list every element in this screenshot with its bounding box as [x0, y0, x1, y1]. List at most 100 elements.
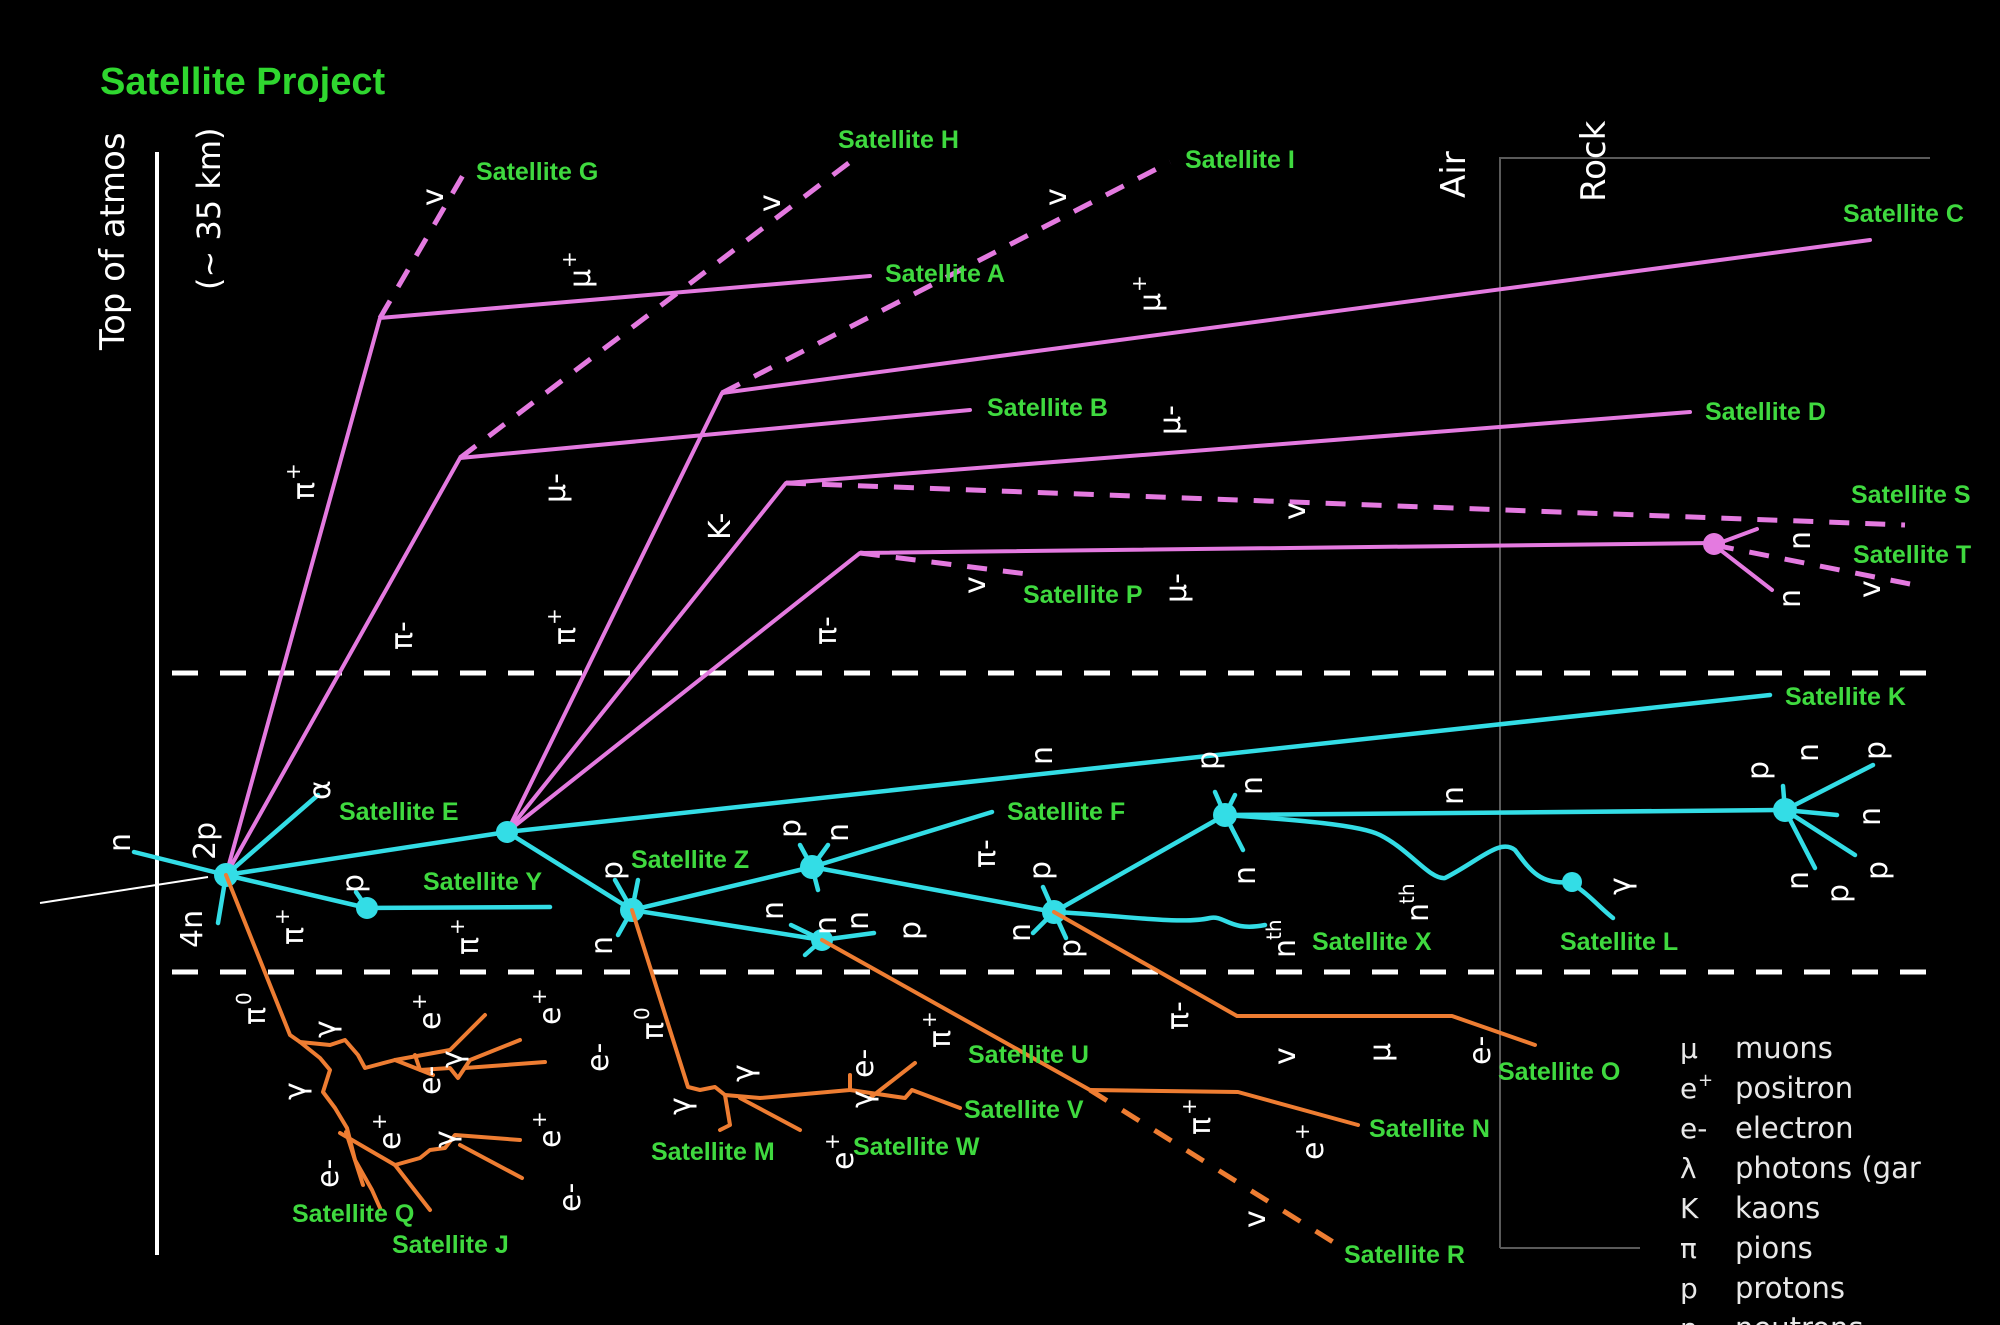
nu-label: v [1278, 502, 1313, 520]
e-minus-label: e- [1463, 1036, 1498, 1065]
nu-label: v [753, 194, 788, 212]
svg-text:+: + [367, 1113, 391, 1130]
p-label: p [1860, 861, 1895, 880]
legend-symbol-superscript: + [1698, 1070, 1713, 1091]
vertex-far-right [1773, 798, 1797, 822]
pi-minus-label: π- [968, 839, 1003, 868]
svg-text:th: th [1262, 919, 1286, 940]
track-to-satellite-u [868, 1061, 917, 1100]
svg-text:+: + [1127, 275, 1151, 292]
svg-text:+: + [917, 1011, 941, 1028]
e-plus-label: e+ [527, 988, 568, 1025]
vertex-satellite-l [1562, 872, 1582, 892]
legend-item: μ muons [1680, 1031, 1833, 1065]
satellite-t-label: Satellite T [1853, 541, 1971, 569]
satellite-z-label: Satellite Z [631, 846, 749, 874]
svg-text:+: + [542, 608, 566, 625]
n-label: n [1781, 871, 1816, 890]
satellite-j-label: Satellite J [392, 1231, 509, 1259]
legend-item: λ photons (gar [1680, 1151, 1921, 1185]
pi-minus-label: π- [1161, 1001, 1196, 1030]
four-n-label: 4n [175, 910, 210, 948]
track-e-branch-down [1712, 543, 1774, 592]
hadronic-tracks [131, 692, 1876, 958]
track-pi-minus-to-satellite-f [809, 809, 995, 870]
svg-text:π: π [548, 627, 583, 645]
svg-text:+: + [270, 908, 294, 925]
legend-item: n neutrons [1680, 1311, 1864, 1325]
svg-text:e: e [413, 1012, 448, 1030]
p-label: p [1053, 939, 1088, 958]
svg-text:+: + [281, 463, 305, 480]
svg-text:+: + [527, 988, 551, 1005]
satellite-b-label: Satellite B [987, 394, 1108, 422]
satellite-e-label: Satellite E [339, 798, 459, 826]
track-nu-to-satellite-i [720, 159, 1172, 396]
satellite-o-label: Satellite O [1498, 1058, 1620, 1086]
svg-text:π: π [451, 937, 486, 955]
track-nu-to-satellite-s [785, 480, 1906, 528]
legend-meaning: protons [1735, 1271, 1845, 1305]
e-plus-label: e+ [407, 993, 448, 1030]
satellite-h-label: Satellite H [838, 126, 959, 154]
thermal-n-label: nth [1395, 883, 1436, 922]
track-e-minus-left [393, 1058, 435, 1077]
track-nu-to-satellite-g [377, 168, 469, 320]
track-nu-to-satellite-r [1088, 1087, 1340, 1248]
legend-symbol: e [1680, 1072, 1697, 1105]
nu-label: v [1268, 1047, 1303, 1065]
svg-text:+: + [557, 251, 581, 268]
track-thermal-n-to-satellite-x [1051, 909, 1268, 929]
pi-plus-label: π+ [917, 1011, 958, 1048]
satellite-s-label: Satellite S [1851, 481, 1971, 509]
svg-text:π: π [276, 927, 311, 945]
track-e-plus-to-satellite-n [1088, 1088, 1360, 1127]
satellite-n-label: Satellite N [1369, 1115, 1490, 1143]
p-label: p [1023, 861, 1058, 880]
mu-plus-label: μ+ [557, 251, 598, 288]
vertex-upper-right [1213, 803, 1237, 827]
pi-plus-label: π+ [542, 608, 583, 645]
track-pi-minus-to-satellite-o [1052, 910, 1537, 1047]
thermal-n-label: nth [1262, 919, 1303, 958]
svg-text:0: 0 [232, 992, 256, 1005]
satellite-w-label: Satellite W [853, 1133, 980, 1161]
n-label: n [1436, 786, 1471, 805]
vertex-mid [800, 855, 824, 879]
track-z-to-mid [629, 864, 815, 913]
track-to-upper-right-vertex [1051, 812, 1228, 915]
top-of-atmosphere-label: Top of atmos [93, 132, 133, 351]
svg-text:π: π [1183, 1117, 1218, 1135]
satellite-a-label: Satellite A [885, 260, 1005, 288]
satellite-p-label: Satellite P [1023, 581, 1143, 609]
track-pi0-gamma-left [224, 873, 382, 1210]
p-label: p [595, 861, 630, 880]
track-gamma-right-upper [413, 1038, 522, 1080]
particle-labels: v v v μ+ μ+ μ- μ- μ- π+ π+ π- π- K- v v … [103, 188, 1895, 1228]
legend-symbol: n [1680, 1312, 1698, 1325]
track-to-satellite-w [738, 1096, 802, 1132]
legend-symbol: p [1680, 1272, 1698, 1305]
p-label: p [1858, 741, 1893, 760]
track-alpha [223, 792, 321, 878]
alpha-label: α [303, 780, 338, 800]
n-label: n [1791, 743, 1826, 762]
n-label: n [585, 936, 620, 955]
decay-vertex-pink [1703, 533, 1725, 555]
svg-text:th: th [1395, 883, 1419, 904]
svg-text:+: + [820, 1133, 844, 1150]
e-minus-label: e- [311, 1159, 346, 1188]
e-minus-label: e- [553, 1183, 588, 1212]
satellite-d-label: Satellite D [1705, 398, 1826, 426]
n-label: n [1003, 923, 1038, 942]
p-label: p [1821, 884, 1856, 903]
legend-meaning: muons [1735, 1031, 1833, 1065]
legend: μ muons e + positron e-electron λ photons (gar K… [1680, 1031, 1921, 1325]
track-nu-to-satellite-h [458, 160, 852, 460]
p-label: p [336, 874, 371, 893]
legend-meaning: electron [1735, 1111, 1853, 1145]
svg-text:+: + [1177, 1098, 1201, 1115]
n-label: n [1853, 807, 1888, 826]
pi-minus-label: π- [809, 616, 844, 645]
